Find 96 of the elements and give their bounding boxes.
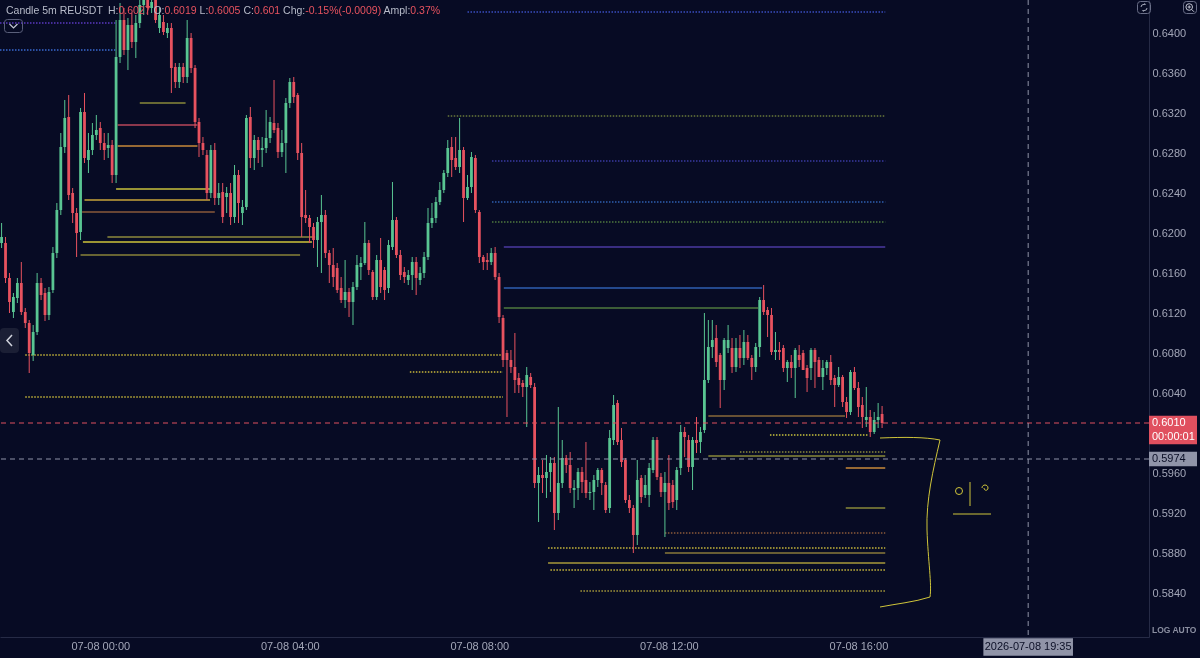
candlestick — [312, 222, 315, 249]
candlestick — [229, 182, 232, 226]
candlestick — [864, 386, 868, 428]
candlestick — [797, 344, 801, 368]
candlestick — [256, 136, 260, 164]
candlestick — [98, 121, 102, 151]
candlestick — [308, 214, 311, 244]
candlestick — [87, 132, 90, 174]
x-tick-label: 07-08 00:00 — [71, 639, 131, 652]
candlestick — [821, 359, 825, 391]
candlestick — [683, 426, 687, 458]
candlestick — [102, 132, 106, 161]
candlestick — [90, 122, 94, 156]
candlestick — [568, 451, 572, 494]
text: LOG AUTO — [1152, 625, 1197, 635]
y-tick-label: 0.6320 — [1152, 106, 1187, 119]
candlestick — [106, 132, 110, 159]
chart-title: Candle 5m REUSDT — [6, 4, 103, 16]
y-tick-label: 0.6240 — [1152, 186, 1187, 199]
candlestick — [513, 332, 517, 394]
y-tick-label: 0.6400 — [1152, 26, 1187, 39]
candlestick — [639, 474, 643, 504]
candlestick — [853, 366, 856, 391]
candlestick — [781, 344, 785, 373]
candlestick — [762, 284, 766, 316]
candlestick — [252, 134, 256, 171]
candlestick — [264, 109, 268, 154]
candlestick — [789, 354, 793, 379]
y-tick-label: 0.6280 — [1152, 146, 1187, 159]
y-tick-label: 0.5840 — [1152, 586, 1187, 599]
y-tick-label: 0.6080 — [1152, 346, 1187, 359]
candlestick — [331, 247, 335, 288]
candlestick — [754, 342, 758, 373]
candlestick — [837, 366, 841, 388]
candlestick — [876, 402, 880, 429]
y-tick-label: 0.5880 — [1152, 546, 1187, 559]
candlestick — [181, 62, 185, 84]
candlestick — [130, 12, 134, 49]
candlestick — [450, 136, 454, 178]
text: 00:00:01 — [1152, 430, 1195, 442]
candlestick — [856, 381, 860, 418]
candlestick — [316, 216, 319, 268]
candlestick — [466, 174, 469, 201]
candlestick — [414, 256, 418, 296]
x-tick-label: 07-08 04:00 — [260, 639, 320, 652]
candlestick — [588, 481, 592, 501]
candlestick — [746, 334, 750, 361]
y-tick-label: 0.5960 — [1152, 466, 1187, 479]
candlestick — [742, 329, 746, 366]
candlestick — [785, 359, 789, 383]
y-tick-label: 0.5920 — [1152, 506, 1187, 519]
candlestick — [596, 467, 600, 488]
candlestick — [699, 426, 702, 454]
candlestick — [454, 136, 458, 171]
ref-line-label: 0.6010 — [1152, 416, 1186, 428]
y-tick-label: 0.6160 — [1152, 266, 1187, 279]
candlestick — [750, 354, 754, 381]
y-tick-label: 0.6120 — [1152, 306, 1187, 319]
candlestick — [541, 459, 544, 494]
candlestick — [8, 272, 11, 314]
candlestick — [525, 366, 529, 428]
candlestick — [177, 62, 181, 89]
candlestick — [545, 454, 548, 499]
candlestick — [75, 207, 78, 258]
candlestick — [0, 222, 3, 249]
candlestick — [710, 319, 714, 359]
candlestick — [94, 114, 98, 141]
candlestick — [217, 182, 221, 206]
candlestick — [845, 396, 848, 419]
x-tick-label: 07-08 16:00 — [829, 639, 889, 652]
candlestick — [600, 467, 604, 496]
candlestick — [549, 456, 552, 493]
ref-line-label: 0.5974 — [1152, 452, 1186, 464]
candlestick — [671, 479, 675, 509]
y-tick-label: 0.6200 — [1152, 226, 1187, 239]
candlestick — [23, 307, 27, 329]
candlestick — [162, 14, 165, 36]
candlestick — [241, 199, 244, 226]
candlestick — [592, 474, 596, 511]
x-tick-label: 07-08 08:00 — [450, 639, 510, 652]
candlestick — [410, 256, 414, 291]
candlestick — [320, 194, 323, 274]
candlestick — [398, 249, 402, 281]
candlestick — [829, 354, 833, 386]
candlestick — [225, 186, 229, 214]
y-tick-label: 0.6360 — [1152, 66, 1187, 79]
candlestick — [134, 14, 138, 59]
candlestick — [458, 117, 461, 174]
candlestick — [537, 466, 540, 523]
ref-line-label: 2026-07-08 19:35 — [984, 640, 1072, 652]
candlestick — [667, 454, 671, 511]
candlestick — [327, 249, 331, 284]
candlestick — [774, 331, 777, 361]
y-tick-label: 0.6040 — [1152, 386, 1187, 399]
x-tick-label: 07-08 12:00 — [640, 639, 699, 652]
candlestick — [793, 347, 797, 399]
